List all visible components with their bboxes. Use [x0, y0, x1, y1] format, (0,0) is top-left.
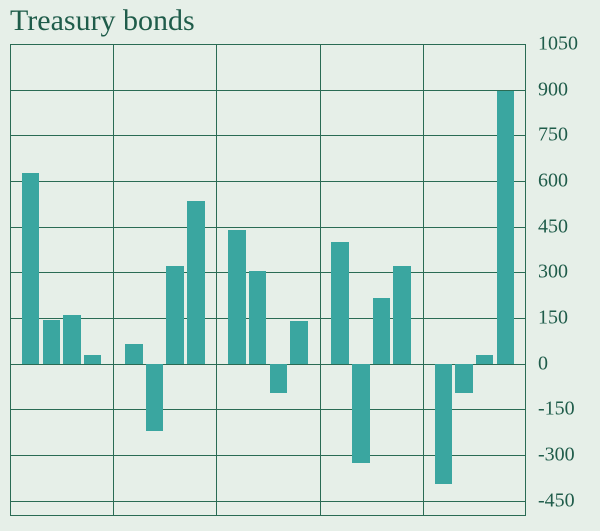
bar	[166, 266, 184, 363]
bar	[373, 298, 391, 363]
gridline-horizontal	[10, 272, 526, 273]
bar	[22, 173, 40, 363]
bar	[476, 355, 494, 364]
ytick-label: 300	[538, 261, 598, 284]
gridline-vertical	[320, 44, 321, 516]
bar	[352, 364, 370, 463]
ytick-label: 1050	[538, 33, 598, 56]
bar	[43, 320, 61, 364]
plot-area	[10, 44, 526, 516]
gridline-vertical	[216, 44, 217, 516]
ytick-label: -450	[538, 489, 598, 512]
bar	[290, 321, 308, 364]
ytick-label: 600	[538, 170, 598, 193]
bar	[228, 230, 246, 364]
bar	[125, 344, 143, 364]
bar	[497, 91, 515, 364]
chart-title: Treasury bonds	[10, 4, 195, 38]
gridline-vertical	[113, 44, 114, 516]
gridline-horizontal	[10, 44, 526, 45]
chart-area	[10, 44, 526, 516]
gridline-vertical	[423, 44, 424, 516]
bar	[270, 364, 288, 393]
gridline-horizontal	[10, 181, 526, 182]
bar	[187, 201, 205, 364]
bar	[84, 355, 102, 364]
bar	[146, 364, 164, 431]
bar	[331, 242, 349, 364]
bar	[435, 364, 453, 484]
gridline-horizontal	[10, 135, 526, 136]
gridline-horizontal	[10, 318, 526, 319]
gridline-horizontal	[10, 501, 526, 502]
gridline-horizontal	[10, 90, 526, 91]
ytick-label: 900	[538, 78, 598, 101]
ytick-label: -300	[538, 444, 598, 467]
bar	[249, 271, 267, 364]
ytick-label: 150	[538, 307, 598, 330]
ytick-label: 750	[538, 124, 598, 147]
gridline-horizontal	[10, 227, 526, 228]
ytick-label: 0	[538, 352, 598, 375]
ytick-label: 450	[538, 215, 598, 238]
ytick-label: -150	[538, 398, 598, 421]
bar	[455, 364, 473, 393]
bar	[393, 266, 411, 363]
bar	[63, 315, 81, 364]
